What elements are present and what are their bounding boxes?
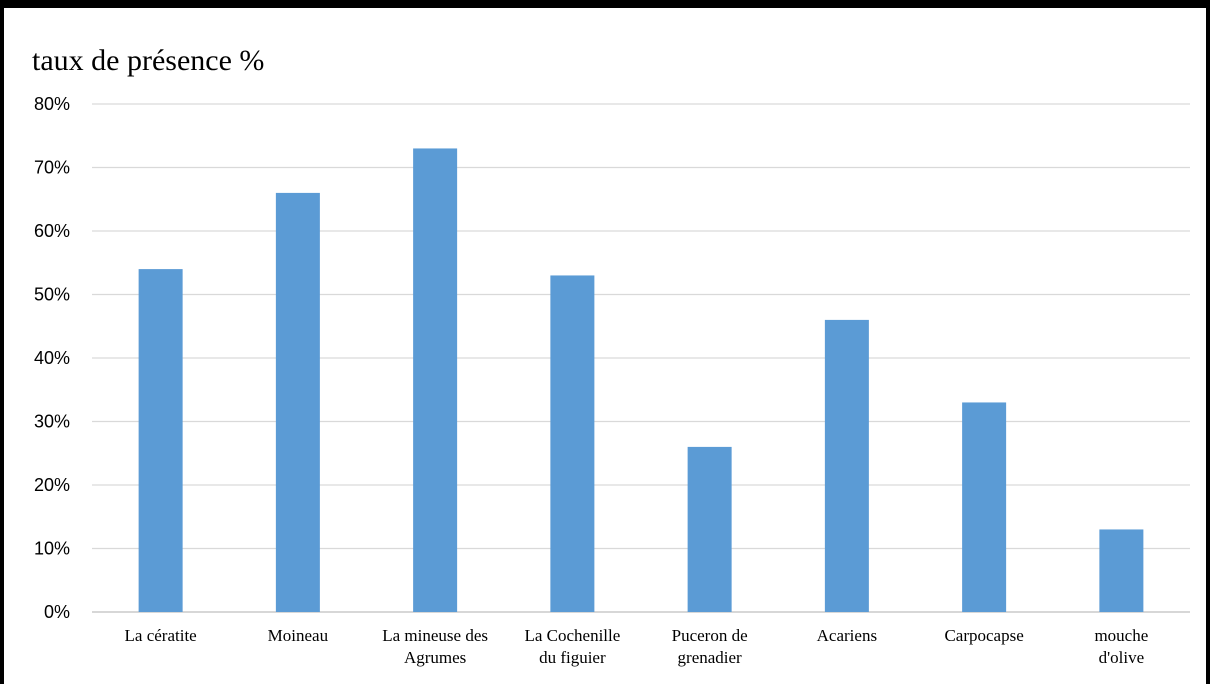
bar-chart: 0% 10% 20% 30% 40% 50% 60% 70% 80% La cératite Moi… — [34, 94, 1190, 667]
x-tick-label: La Cochenille du figuier — [524, 626, 620, 667]
y-tick-label: 70% — [34, 158, 70, 178]
x-tick-label: mouche d'olive — [1094, 626, 1148, 667]
x-tick-label: La mineuse des Agrumes — [382, 626, 488, 667]
x-tick-label: Acariens — [817, 626, 877, 645]
x-tick-label: Moineau — [268, 626, 329, 645]
y-tick-label: 80% — [34, 94, 70, 114]
bar — [962, 402, 1007, 612]
bar — [687, 446, 732, 612]
bar — [1099, 529, 1144, 612]
y-tick-label: 20% — [34, 475, 70, 495]
y-tick-label: 0% — [44, 602, 70, 622]
bar — [413, 148, 458, 612]
x-tick-label: La cératite — [125, 626, 197, 645]
bar — [550, 275, 595, 612]
x-tick-label: Puceron de grenadier — [672, 626, 748, 667]
y-tick-label: 40% — [34, 348, 70, 368]
bar — [824, 319, 869, 612]
y-tick-label: 10% — [34, 539, 70, 559]
bar — [275, 192, 320, 612]
y-tick-label: 30% — [34, 412, 70, 432]
bar — [138, 269, 183, 612]
x-tick-label: Carpocapse — [944, 626, 1023, 645]
chart-title: taux de présence % — [32, 44, 265, 77]
y-tick-label: 60% — [34, 221, 70, 241]
y-tick-label: 50% — [34, 285, 70, 305]
